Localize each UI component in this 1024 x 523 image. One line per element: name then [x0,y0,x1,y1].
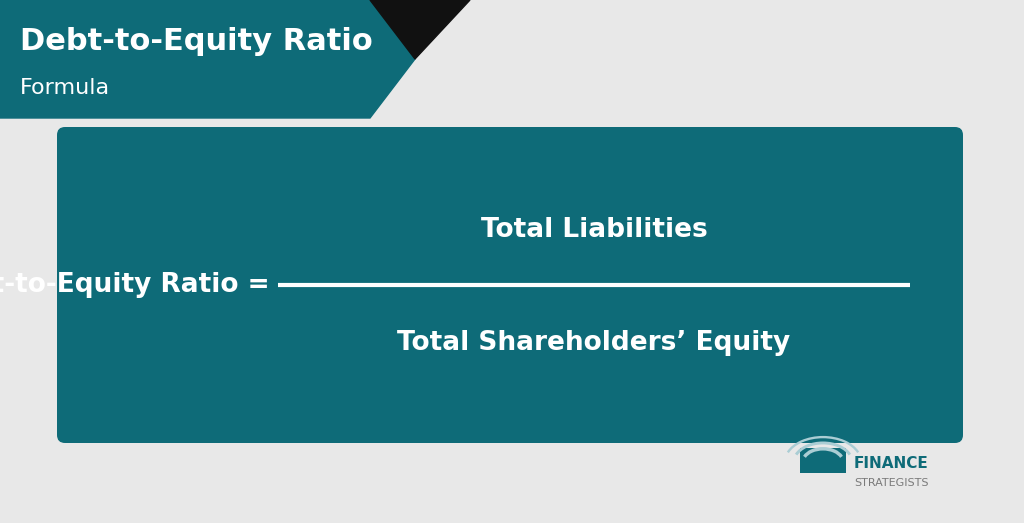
Text: Total Shareholders’ Equity: Total Shareholders’ Equity [397,330,791,356]
Text: FINANCE: FINANCE [854,456,929,471]
Polygon shape [370,0,470,59]
Text: Total Liabilities: Total Liabilities [480,217,708,243]
Text: STRATEGISTS: STRATEGISTS [854,478,929,488]
Text: Debt-to-Equity Ratio =: Debt-to-Equity Ratio = [0,272,270,298]
Polygon shape [0,0,415,118]
FancyBboxPatch shape [57,127,963,443]
FancyBboxPatch shape [800,448,846,473]
Text: Debt-to-Equity Ratio: Debt-to-Equity Ratio [20,28,373,56]
Text: Formula: Formula [20,78,111,98]
